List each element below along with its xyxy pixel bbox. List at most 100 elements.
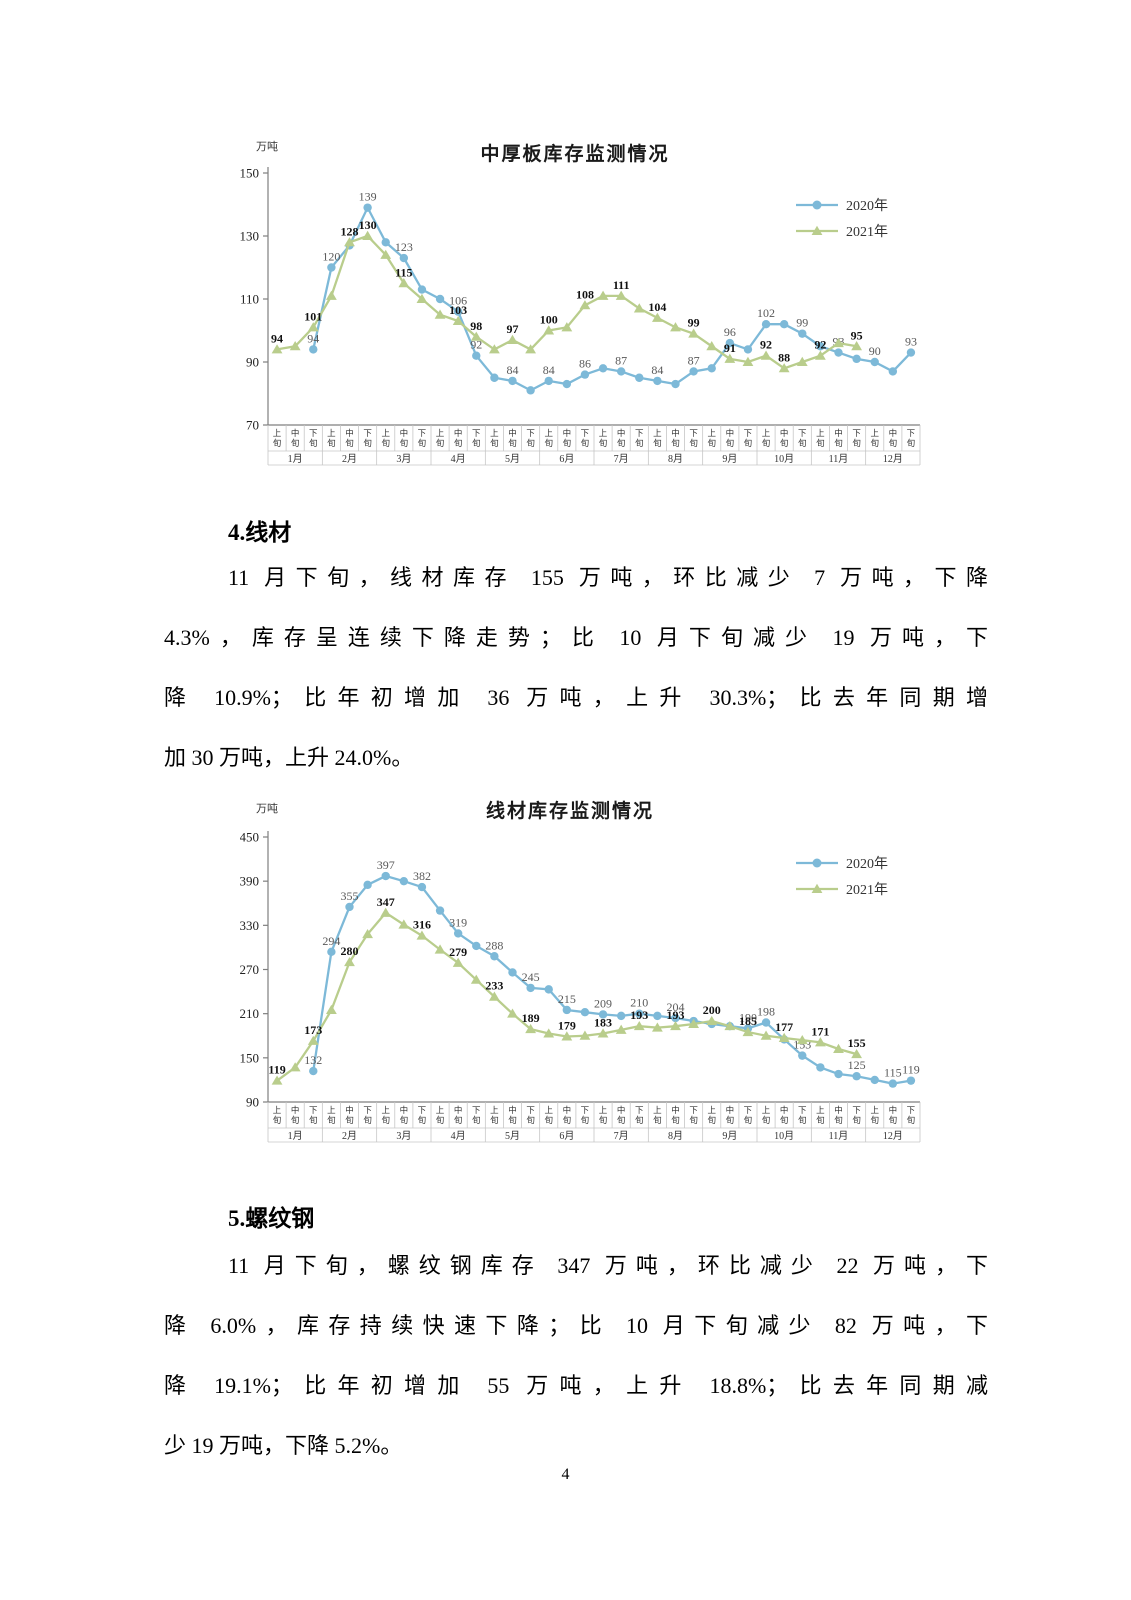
data-point-label: 99 bbox=[688, 316, 700, 330]
data-point-marker bbox=[688, 1018, 700, 1028]
x-period-label: 旬 bbox=[490, 1115, 499, 1125]
data-point-marker bbox=[834, 348, 843, 357]
x-period-label: 旬 bbox=[327, 1115, 336, 1125]
data-point-marker bbox=[417, 882, 427, 892]
data-point-marker bbox=[615, 290, 627, 300]
x-period-label: 旬 bbox=[563, 438, 572, 448]
paragraph-line: 4.3%，库存呈连续下降走势；比 10 月下旬减少 19 万吨，下 bbox=[164, 625, 988, 650]
x-period-label: 旬 bbox=[762, 438, 771, 448]
data-point-marker bbox=[309, 345, 318, 354]
x-period-label: 旬 bbox=[834, 1115, 843, 1125]
data-point-marker bbox=[271, 1075, 283, 1085]
y-tick-label: 150 bbox=[240, 1050, 259, 1065]
y-tick-label: 90 bbox=[246, 355, 259, 370]
data-point-marker bbox=[742, 356, 754, 366]
x-month-label: 11月 bbox=[829, 453, 849, 465]
data-point-marker bbox=[472, 351, 481, 360]
paragraph-line: 加 30 万吨，上升 24.0%。 bbox=[164, 745, 414, 770]
data-point-label: 87 bbox=[615, 353, 627, 367]
x-period-label: 旬 bbox=[472, 438, 481, 448]
data-point-marker bbox=[743, 345, 753, 354]
x-month-label: 5月 bbox=[505, 1130, 520, 1142]
x-period-label: 旬 bbox=[309, 438, 318, 448]
data-point-label: 210 bbox=[630, 996, 648, 1010]
x-period-label: 中 bbox=[508, 428, 517, 438]
legend-label: 2020年 bbox=[846, 198, 888, 214]
paragraph-line: 11 月下旬，螺纹钢库存 347 万吨，环比减少 22 万吨，下 bbox=[228, 1253, 988, 1278]
x-period-label: 中 bbox=[508, 1105, 517, 1115]
data-point-label: 397 bbox=[377, 858, 395, 872]
x-period-label: 中 bbox=[345, 428, 354, 438]
page-number: 4 bbox=[561, 1466, 570, 1483]
chart-legend: 2020年 2021年 bbox=[796, 198, 888, 240]
data-point-label: 316 bbox=[413, 918, 431, 932]
data-point-label: 88 bbox=[778, 350, 790, 364]
data-point-label: 200 bbox=[703, 1003, 721, 1017]
data-point-label: 108 bbox=[576, 287, 594, 301]
x-month-label: 3月 bbox=[396, 1130, 411, 1142]
data-point-marker bbox=[761, 320, 771, 329]
data-point-marker bbox=[490, 373, 499, 382]
x-period-label: 下 bbox=[635, 428, 644, 438]
data-point-marker bbox=[779, 320, 789, 329]
paragraph-line: 降 6.0%，库存持续快速下降；比 10 月下旬减少 82 万吨，下 bbox=[164, 1313, 988, 1338]
legend-label: 2021年 bbox=[846, 224, 888, 240]
data-point-label: 189 bbox=[522, 1011, 540, 1025]
data-point-label: 177 bbox=[775, 1020, 793, 1034]
series-line bbox=[312, 874, 912, 1085]
data-point-marker bbox=[562, 1005, 572, 1015]
x-period-label: 旬 bbox=[291, 1115, 300, 1125]
data-point-label: 115 bbox=[884, 1066, 902, 1080]
x-period-label: 旬 bbox=[563, 1115, 572, 1125]
data-point-marker bbox=[814, 1037, 826, 1047]
x-period-label: 旬 bbox=[599, 1115, 608, 1125]
x-period-label: 上 bbox=[273, 428, 282, 438]
data-point-marker bbox=[544, 985, 553, 994]
data-point-marker bbox=[725, 338, 735, 348]
data-point-marker bbox=[470, 974, 482, 984]
x-period-label: 旬 bbox=[454, 438, 463, 448]
x-period-label: 上 bbox=[707, 1105, 716, 1115]
legend-marker-circle bbox=[812, 200, 822, 210]
data-point-marker bbox=[653, 376, 662, 386]
data-point-marker bbox=[651, 1022, 663, 1032]
data-point-label: 103 bbox=[449, 303, 467, 317]
x-period-label: 上 bbox=[544, 1105, 553, 1115]
data-point-marker bbox=[816, 1063, 825, 1072]
data-point-label: 98 bbox=[470, 319, 482, 333]
x-period-label: 旬 bbox=[345, 1115, 354, 1125]
data-point-marker bbox=[488, 991, 500, 1001]
x-period-label: 旬 bbox=[508, 1115, 517, 1125]
x-period-label: 上 bbox=[544, 428, 553, 438]
x-period-label: 中 bbox=[726, 1105, 735, 1115]
data-point-label: 90 bbox=[869, 344, 881, 358]
x-period-label: 旬 bbox=[526, 1115, 535, 1125]
data-point-marker bbox=[796, 356, 808, 366]
data-point-marker bbox=[778, 1032, 790, 1042]
x-period-label: 旬 bbox=[780, 438, 789, 448]
data-point-marker bbox=[561, 1031, 573, 1041]
x-period-label: 旬 bbox=[762, 1115, 771, 1125]
x-period-label: 旬 bbox=[418, 1115, 427, 1125]
paragraph-line: 少 19 万吨，下降 5.2%。 bbox=[164, 1433, 403, 1458]
data-point-marker bbox=[435, 294, 445, 304]
x-period-label: 上 bbox=[436, 1105, 445, 1115]
x-period-label: 上 bbox=[490, 1105, 499, 1115]
x-period-label: 下 bbox=[744, 428, 753, 438]
data-point-marker bbox=[906, 348, 916, 357]
data-point-marker bbox=[653, 1011, 662, 1021]
legend-label: 2021年 bbox=[846, 882, 888, 898]
data-point-marker bbox=[816, 342, 825, 351]
x-period-label: 旬 bbox=[852, 1115, 861, 1125]
x-period-label: 旬 bbox=[381, 438, 390, 448]
x-period-label: 下 bbox=[689, 1105, 698, 1115]
data-point-marker bbox=[345, 902, 354, 912]
data-point-marker bbox=[544, 376, 553, 386]
data-point-marker bbox=[525, 1023, 537, 1034]
x-period-label: 旬 bbox=[363, 438, 372, 448]
data-point-marker bbox=[381, 238, 390, 247]
data-point-marker bbox=[488, 344, 500, 354]
x-period-label: 旬 bbox=[526, 438, 535, 448]
data-point-marker bbox=[906, 1076, 916, 1085]
x-period-label: 下 bbox=[852, 1105, 861, 1115]
